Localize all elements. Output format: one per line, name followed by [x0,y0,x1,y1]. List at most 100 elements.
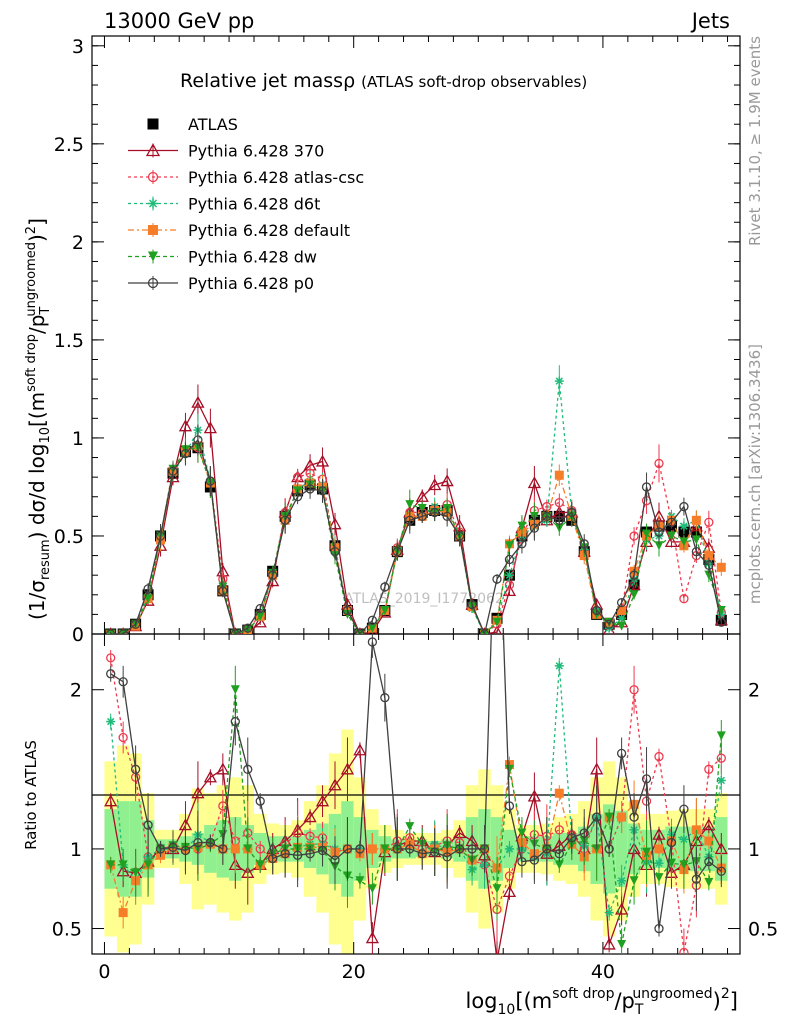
marker [542,844,552,854]
marker [355,844,365,854]
legend-item: Pythia 6.428 dw [128,248,317,267]
marker [168,842,178,852]
marker [367,623,377,633]
legend-item: Pythia 6.428 d6t [128,195,320,214]
marker [579,828,589,838]
marker [428,478,442,491]
chart-title-main: Relative jet massρ [180,70,355,92]
marker [367,884,377,894]
marker [340,762,355,775]
ratio-y-axis-label: Ratio to ATLAS [22,740,40,850]
legend-item: ATLAS [147,115,238,134]
marker [654,873,664,883]
header-left: 13000 GeV pp [104,9,254,33]
marker [230,716,240,727]
marker [405,515,415,525]
marker [467,599,477,610]
marker [504,554,515,565]
marker [148,251,158,262]
marker [417,511,427,522]
marker [315,794,330,807]
legend-label: Pythia 6.428 default [188,221,350,240]
marker-stroke [107,717,115,726]
marker [691,515,701,525]
marker [666,531,676,541]
marker [527,476,541,489]
marker [629,570,639,580]
x-axis-ticks: 0 20 40 [98,36,729,983]
legend-item: Pythia 6.428 p0 [128,274,314,293]
marker [617,876,627,886]
marker [303,810,317,823]
marker [629,876,639,886]
y-tick-label: 0.5 [54,526,84,548]
marker [454,531,465,541]
marker [317,845,328,856]
marker [328,778,342,791]
legend-label: ATLAS [188,115,238,134]
marker [691,547,702,557]
marker [405,500,415,510]
series-pythia-6-428-p0 [106,424,726,634]
y-axis-label: (1/σresum) dσ/d log10[(msoft drop/pTungr… [24,218,53,620]
marker [603,623,616,634]
marker [554,515,564,525]
marker [191,786,205,799]
marker [180,845,191,856]
marker [417,504,427,514]
marker [654,923,664,934]
marker [716,753,726,763]
marker [106,717,116,727]
marker-stroke [617,614,626,622]
marker [253,615,267,628]
marker [168,466,178,476]
marker [493,447,501,455]
marker [679,804,689,814]
marker [641,482,652,492]
marker [554,860,564,870]
marker [704,551,714,561]
marker [679,594,689,604]
marker [502,584,517,597]
ratio-panel-frame [91,633,741,955]
marker [130,619,141,629]
marker [716,617,726,627]
marker [604,908,614,918]
marker [143,584,153,594]
marker [492,574,502,584]
marker [567,507,577,518]
marker [652,827,666,840]
marker [579,539,589,549]
marker [492,625,502,634]
band-inner [104,809,117,889]
marker-stroke [717,776,725,785]
legend-label: Pythia 6.428 dw [188,248,317,267]
marker [218,844,228,854]
marker [216,762,230,775]
ratio-y-tick-label: 1 [70,839,82,861]
marker [629,531,639,541]
marker [479,844,490,854]
header-right: Jets [690,9,730,33]
marker [554,788,564,798]
marker [654,844,664,854]
marker [104,794,118,807]
marker [205,837,216,848]
marker [417,849,427,859]
marker-stroke [555,377,563,385]
y-tick-label: 2.5 [54,134,84,156]
marker [442,511,452,522]
marker [292,492,303,502]
marker [554,849,564,859]
marker [554,497,564,508]
marker [654,858,664,868]
marker [292,850,303,860]
marker [178,419,193,432]
marker [147,171,159,183]
marker-stroke [148,199,158,208]
marker [704,836,714,846]
marker [392,547,402,557]
marker [367,615,378,625]
mcplots-label: mcplots.cern.ch [arXiv:1306.3436] [746,344,764,604]
